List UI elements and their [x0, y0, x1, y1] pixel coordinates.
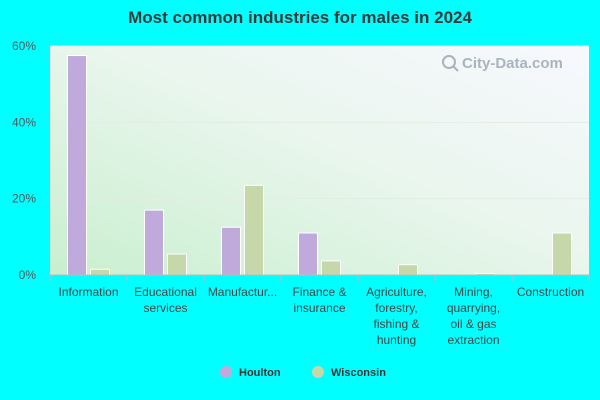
- y-tick-label: 60%: [12, 39, 36, 53]
- x-category-label: Finance & insurance: [292, 285, 346, 315]
- legend-label-houlton: Houlton: [239, 367, 281, 379]
- x-category-label: Mining, quarrying, oil & gas extraction: [447, 285, 500, 347]
- bar-houlton: [298, 232, 318, 276]
- x-category-label: Educational services: [134, 285, 197, 315]
- chart-title: Most common industries for males in 2024: [128, 8, 472, 27]
- bar-houlton: [144, 209, 164, 276]
- bar-wisconsin: [90, 268, 110, 276]
- x-category-label: Information: [58, 285, 118, 299]
- x-category-label: Construction: [517, 285, 584, 299]
- y-tick-label: 40%: [12, 115, 36, 129]
- legend-swatch-houlton: [220, 366, 232, 378]
- watermark-text: City-Data.com: [462, 55, 563, 72]
- city-data-logo-icon: [442, 55, 459, 72]
- y-tick-label: 0%: [19, 268, 37, 282]
- bar-wisconsin: [398, 264, 418, 276]
- bar-wisconsin: [321, 260, 341, 276]
- bar-wisconsin: [244, 184, 264, 276]
- bar-wisconsin: [552, 232, 572, 276]
- y-tick-label: 20%: [12, 192, 36, 206]
- x-category-label: Agriculture, forestry, fishing & hunting: [366, 285, 427, 347]
- bar-houlton: [221, 226, 241, 276]
- bar-wisconsin: [167, 253, 187, 276]
- watermark: City-Data.com: [442, 55, 563, 72]
- legend-label-wisconsin: Wisconsin: [331, 367, 386, 379]
- plot-area: [50, 46, 589, 275]
- bar-houlton: [67, 55, 87, 276]
- legend-swatch-wisconsin: [312, 366, 324, 378]
- x-category-label: Manufactur...: [208, 285, 277, 299]
